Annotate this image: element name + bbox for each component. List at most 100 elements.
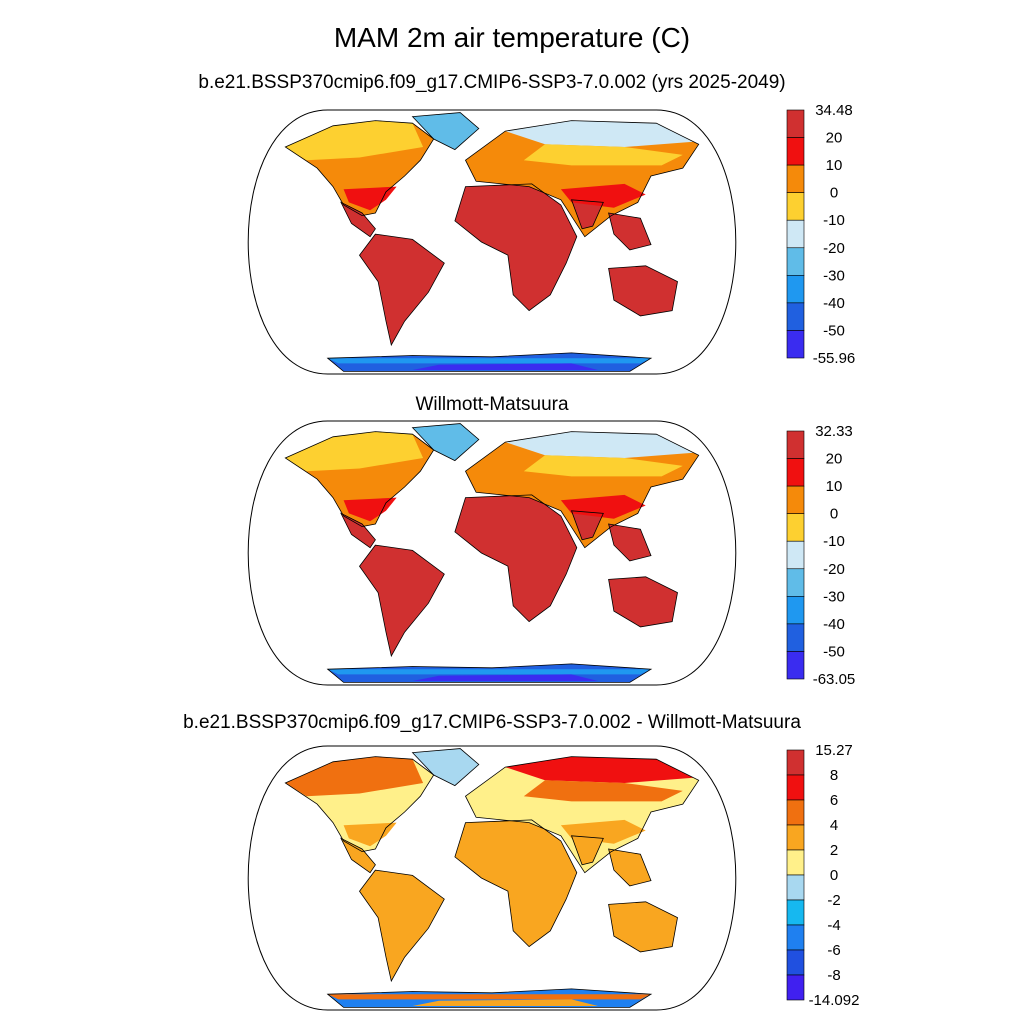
region-band-antarctica bbox=[412, 674, 598, 681]
colorbar-tick-label: -10 bbox=[823, 533, 845, 550]
colorbar-tick-label: 0 bbox=[830, 867, 838, 884]
region-band-northAmerica bbox=[343, 186, 397, 211]
coastline-africa bbox=[454, 819, 578, 948]
region-band-eurasia bbox=[560, 494, 646, 519]
colorbar-tick-label: -40 bbox=[823, 616, 845, 633]
region-band-eurasia bbox=[505, 756, 694, 783]
colorbar-tick-label: 8 bbox=[830, 767, 838, 784]
region-band-eurasia bbox=[523, 144, 683, 166]
colorbar-swatch bbox=[786, 949, 805, 976]
region-band-eurasia bbox=[505, 431, 694, 458]
coastline-antarctica bbox=[326, 663, 653, 683]
colorbar-tick-label: -20 bbox=[823, 240, 845, 257]
colorbar-tick-label: -2 bbox=[827, 892, 840, 909]
panel-subtitle: Willmott-Matsuura bbox=[415, 394, 569, 415]
region-band-antarctica bbox=[412, 363, 598, 370]
colorbar-swatch bbox=[786, 824, 805, 851]
colorbar-tick-label: -30 bbox=[823, 267, 845, 284]
panel-subtitle: b.e21.BSSP370cmip6.f09_g17.CMIP6-SSP3-7.… bbox=[183, 712, 801, 733]
colorbar-swatch bbox=[786, 596, 805, 625]
colorbar-tick-label: 0 bbox=[830, 185, 838, 202]
coastline-australia bbox=[608, 576, 678, 628]
coastline-southAmerica bbox=[359, 869, 445, 983]
region-seAsia bbox=[608, 524, 651, 561]
colorbar-tick-label: 0 bbox=[830, 506, 838, 523]
colorbar-swatch bbox=[786, 774, 805, 801]
region-band-antarctica bbox=[327, 994, 651, 1000]
coastline-greenland bbox=[411, 748, 480, 787]
coastline-centralAmerica bbox=[340, 512, 376, 549]
figure-title: MAM 2m air temperature (C) bbox=[333, 22, 691, 53]
colorbar-tick-label: 15.27 bbox=[815, 742, 853, 759]
map-panel-model: b.e21.BSSP370cmip6.f09_g17.CMIP6-SSP3-7.… bbox=[198, 72, 855, 375]
colorbar-tick-label: 20 bbox=[826, 451, 843, 468]
coastline-centralAmerica bbox=[340, 837, 376, 874]
colorbar-swatch bbox=[786, 164, 805, 193]
colorbar-tick-label: 2 bbox=[830, 842, 838, 859]
colorbar-tick-label: 34.48 bbox=[815, 102, 853, 119]
region-band-eurasia bbox=[560, 183, 646, 208]
colorbar-swatch bbox=[786, 540, 805, 570]
coastline-northAmerica bbox=[284, 120, 435, 217]
region-seAsia bbox=[608, 849, 651, 886]
region-band-antarctica bbox=[412, 999, 598, 1006]
colorbar-tick-label: -8 bbox=[827, 967, 840, 984]
colorbar-tick-label: -40 bbox=[823, 295, 845, 312]
coastline-australia bbox=[608, 265, 678, 317]
coastline-greenland bbox=[411, 112, 480, 151]
coastline-india bbox=[570, 510, 604, 541]
colorbar-tick-label: 10 bbox=[826, 157, 843, 174]
region-southAmerica bbox=[359, 234, 445, 345]
coastline-greenland bbox=[411, 423, 480, 462]
region-band-eurasia bbox=[523, 455, 683, 477]
coastline-southAmerica bbox=[359, 233, 445, 347]
region-band-eurasia bbox=[560, 819, 646, 844]
colorbar-tick-label: -20 bbox=[823, 561, 845, 578]
coastline-seAsia bbox=[608, 523, 652, 562]
region-band-eurasia bbox=[505, 120, 694, 147]
region-australia bbox=[608, 265, 678, 316]
map-panel-obs: Willmott-Matsuura 32.33 20 10 0 -10 -20 -30 -40 -… bbox=[247, 394, 855, 688]
region-band-northAmerica bbox=[285, 120, 424, 161]
colorbar-tick-label: -50 bbox=[823, 322, 845, 339]
colorbar-swatch bbox=[786, 874, 805, 901]
colorbar-tick-label: -10 bbox=[823, 212, 845, 229]
region-band-antarctica bbox=[327, 358, 651, 364]
colorbar-tick-label: -30 bbox=[823, 588, 845, 605]
region-centralAmerica bbox=[341, 838, 376, 873]
colorbar-obs: 32.33 20 10 0 -10 -20 -30 -40 -50 -63.05 bbox=[786, 423, 855, 688]
region-africa bbox=[454, 494, 577, 622]
region-greenland bbox=[412, 748, 479, 786]
region-band-eurasia bbox=[523, 780, 683, 802]
colorbar-tick-label: 6 bbox=[830, 792, 838, 809]
colorbar-swatch bbox=[786, 568, 805, 597]
colorbar-swatch bbox=[786, 137, 805, 166]
colorbar-swatch bbox=[786, 430, 805, 459]
map-panel-diff: b.e21.BSSP370cmip6.f09_g17.CMIP6-SSP3-7.… bbox=[183, 712, 859, 1011]
colorbar-swatch bbox=[786, 275, 805, 304]
colorbar-swatch bbox=[786, 192, 805, 221]
coastline-antarctica bbox=[326, 352, 653, 372]
coastline-northAmerica bbox=[284, 756, 435, 853]
land-layer bbox=[284, 423, 700, 683]
colorbar-tick-label: 20 bbox=[826, 130, 843, 147]
coastline-southAmerica bbox=[359, 544, 445, 658]
land-layer bbox=[284, 112, 700, 372]
region-southAmerica bbox=[359, 870, 445, 981]
coastline-india bbox=[570, 199, 604, 230]
colorbar-swatch bbox=[786, 623, 805, 652]
coastline-northAmerica bbox=[284, 431, 435, 528]
coastline-eurasia bbox=[464, 431, 700, 549]
coastline-africa bbox=[454, 183, 578, 312]
coastline-seAsia bbox=[608, 212, 652, 251]
region-australia bbox=[608, 576, 678, 627]
colorbar-swatch bbox=[786, 219, 805, 249]
land-layer bbox=[284, 748, 700, 1008]
coastline-india bbox=[570, 835, 604, 866]
colorbar-tick-label: 4 bbox=[830, 817, 838, 834]
panel-subtitle: b.e21.BSSP370cmip6.f09_g17.CMIP6-SSP3-7.… bbox=[198, 72, 785, 93]
coastline-antarctica bbox=[326, 988, 653, 1008]
colorbar-swatch bbox=[786, 513, 805, 542]
colorbar-swatch bbox=[786, 302, 805, 331]
